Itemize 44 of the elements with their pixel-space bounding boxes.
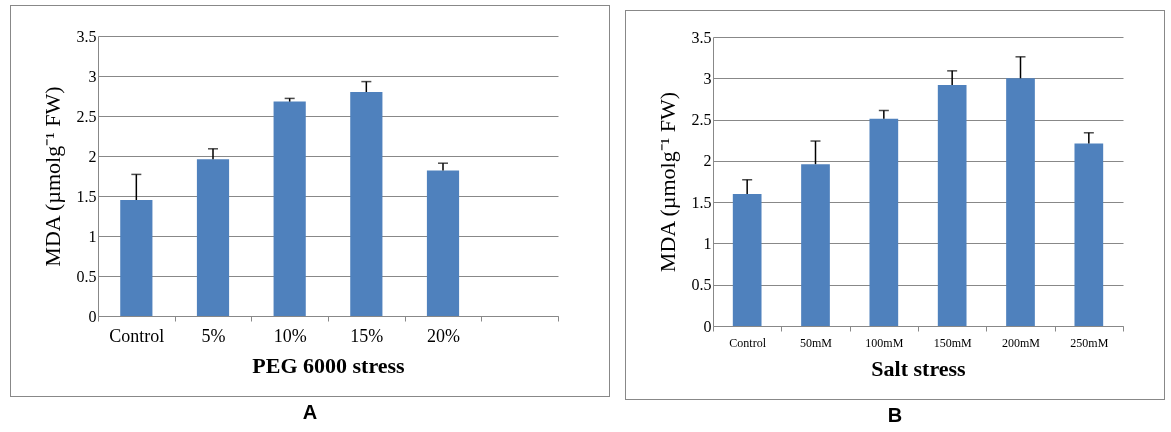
x-tick-label: 200mM [1001,335,1041,350]
y-axis-title: MDA (µmolg⁻¹ FW) [654,91,680,273]
x-tick-label: Control [109,325,165,346]
y-tick-label: 1.5 [691,193,712,211]
x-tick-label: 50mM [799,335,833,350]
y-tick-label: 2 [703,152,712,170]
y-tick-label: 1 [703,234,712,252]
y-axis-title: MDA (µmolg⁻¹ FW) [39,86,65,267]
bar [426,170,460,316]
bar [801,164,830,326]
bar [350,92,383,316]
bar [937,84,967,326]
bar [196,159,230,316]
y-tick-label: 3.5 [691,28,712,46]
x-tick-label: 250mM [1070,335,1109,350]
y-tick-label: 0.5 [76,267,97,285]
bar [273,101,306,316]
bar [869,118,899,326]
y-tick-label: 0.5 [691,276,712,294]
x-axis-title: PEG 6000 stress [252,352,406,378]
text: B [886,404,904,427]
x-tick-label: Control [729,335,767,350]
y-tick-label: 2 [88,147,97,165]
y-tick-label: 3.5 [76,27,97,45]
y-tick-label: 2.5 [76,107,97,125]
x-tick-label: 10% [273,325,307,346]
bar [1074,143,1104,326]
x-tick-label: 15% [350,325,384,346]
x-tick-label: 20% [427,325,460,346]
x-tick-label: 5% [201,325,226,346]
x-tick-label: 100mM [865,335,904,350]
y-tick-label: 1 [88,227,97,245]
bar [1006,78,1035,326]
y-tick-label: 3 [703,69,712,87]
x-tick-label: 150mM [933,335,972,350]
y-tick-label: 0 [88,307,97,325]
y-tick-label: 0 [703,317,712,335]
y-tick-label: 2.5 [691,111,712,129]
y-tick-label: 1.5 [76,187,97,205]
bar [120,200,153,316]
x-axis-title: Salt stress [871,355,967,381]
y-tick-label: 3 [88,67,97,85]
text: A [301,401,319,424]
bar [732,193,762,326]
